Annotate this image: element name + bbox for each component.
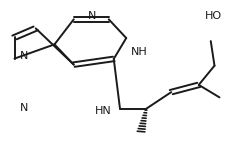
Text: N: N [88,11,96,21]
Text: N: N [20,51,29,61]
Text: N: N [20,103,29,113]
Text: HO: HO [205,11,222,21]
Text: HN: HN [94,106,111,116]
Text: NH: NH [130,47,147,57]
